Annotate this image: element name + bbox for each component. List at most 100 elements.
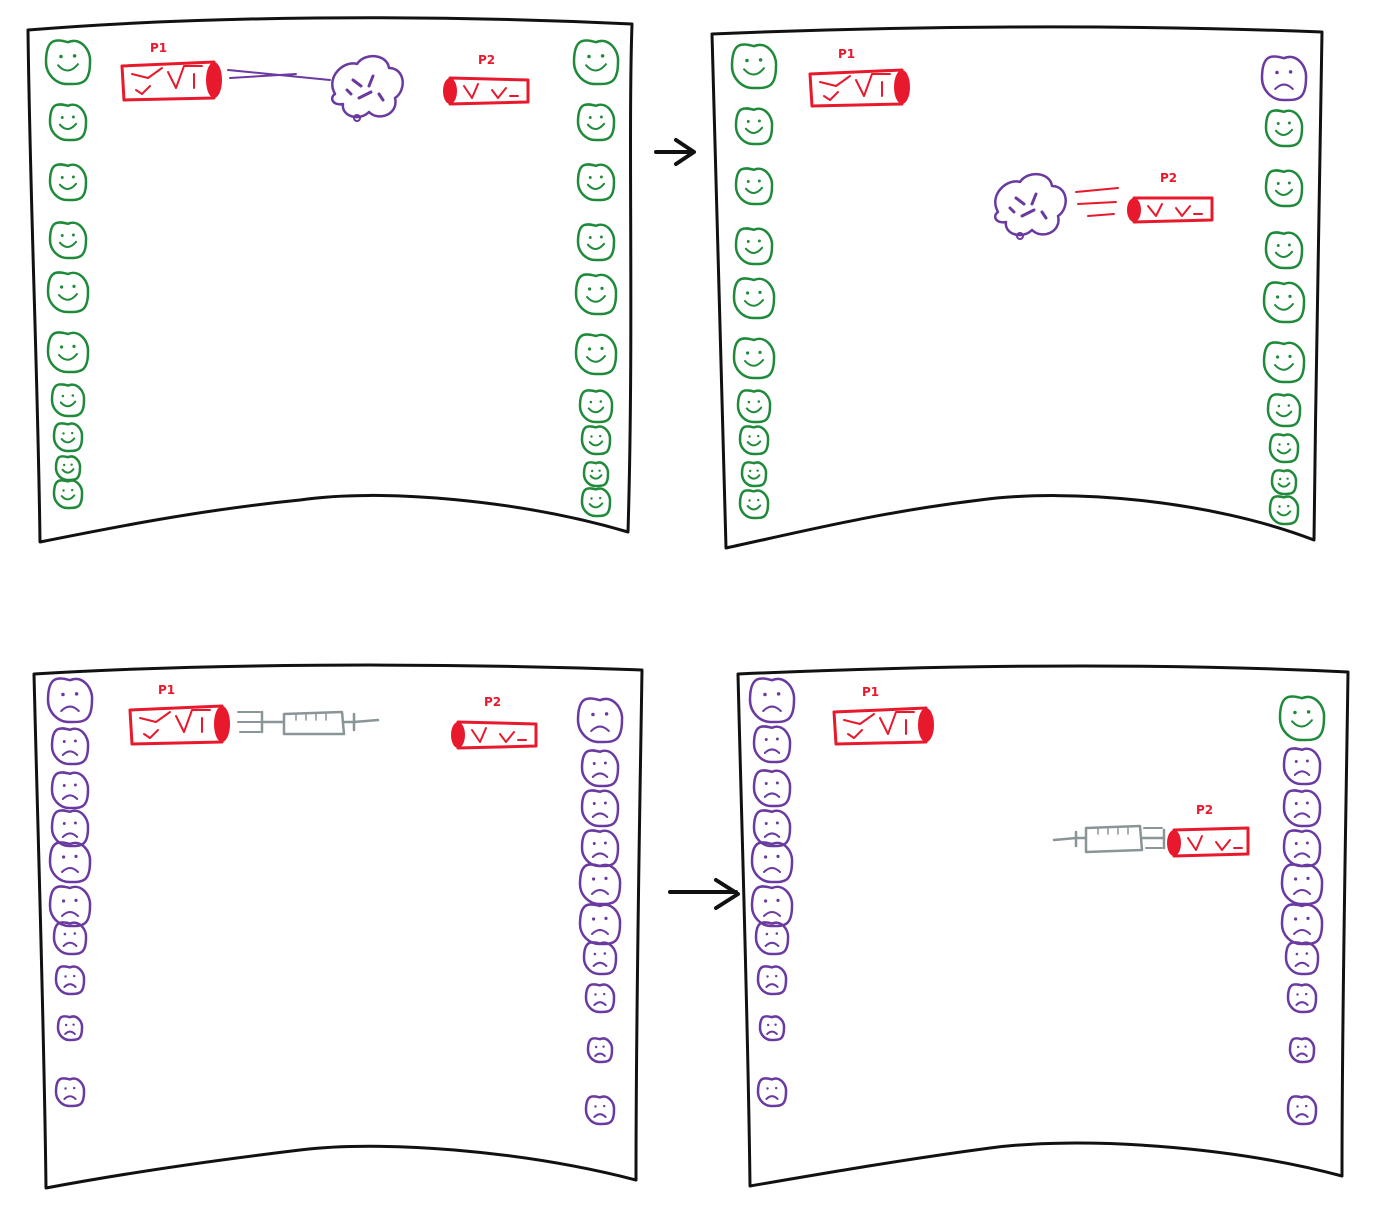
- healthy-face-icon: [576, 223, 616, 262]
- sick-face-icon: [50, 809, 90, 848]
- healthy-face-icon: [52, 479, 84, 510]
- sick-face-icon: [748, 677, 796, 724]
- sick-face-icon: [1282, 747, 1322, 786]
- sick-face-icon: [578, 903, 622, 946]
- right-face-column: [576, 697, 624, 1126]
- healthy-face-icon: [734, 107, 774, 146]
- sick-face-icon: [1280, 863, 1324, 906]
- healthy-face-icon: [734, 227, 774, 266]
- healthy-face-icon: [736, 389, 772, 424]
- virus-cloud-icon: [994, 173, 1067, 240]
- player-p1-cannon: [120, 60, 222, 102]
- p2-label: P2: [484, 695, 501, 709]
- launch-trail: [237, 711, 263, 733]
- sick-face-icon: [46, 677, 94, 724]
- healthy-face-icon: [1262, 281, 1306, 324]
- sick-face-icon: [750, 885, 794, 928]
- sick-face-icon: [756, 1077, 788, 1108]
- sequence-arrow: [654, 138, 696, 166]
- virus-cloud-icon: [331, 55, 404, 122]
- healthy-face-icon: [1262, 341, 1306, 384]
- healthy-face-icon: [578, 389, 614, 424]
- panel-frame: [32, 663, 644, 1190]
- sick-face-icon: [582, 941, 618, 976]
- sick-face-icon: [1286, 983, 1318, 1014]
- healthy-face-icon: [732, 277, 776, 320]
- healthy-face-icon: [48, 103, 88, 142]
- p2-label: P2: [478, 53, 495, 67]
- sick-face-icon: [1286, 1095, 1318, 1126]
- sick-face-icon: [758, 1015, 786, 1042]
- healthy-face-icon: [574, 333, 618, 376]
- sick-face-icon: [752, 725, 792, 764]
- launch-trail: [1075, 187, 1119, 217]
- healthy-face-icon: [580, 425, 612, 456]
- right-face-column: [1278, 695, 1326, 1126]
- healthy-face-icon: [50, 383, 86, 418]
- sick-face-icon: [584, 983, 616, 1014]
- syringe-icon: [1052, 824, 1166, 854]
- sick-face-icon: [584, 1095, 616, 1126]
- p2-label: P2: [1196, 803, 1213, 817]
- left-face-column: [730, 43, 778, 520]
- healthy-face-icon: [46, 271, 90, 314]
- player-p2-cannon: [1127, 196, 1214, 224]
- sequence-arrow: [668, 878, 740, 910]
- healthy-face-icon: [1268, 495, 1300, 526]
- healthy-face-icon: [730, 43, 778, 90]
- sick-face-icon: [50, 727, 90, 766]
- player-p2-cannon: [443, 76, 530, 106]
- healthy-face-icon: [48, 221, 88, 260]
- sick-face-icon: [56, 1015, 84, 1042]
- sick-face-icon: [754, 921, 790, 956]
- sick-face-icon: [580, 749, 620, 788]
- syringe-icon: [260, 710, 380, 736]
- healthy-face-icon: [48, 163, 88, 202]
- player-p2-cannon: [451, 720, 538, 750]
- p1-label: P1: [158, 683, 175, 697]
- healthy-face-icon: [1266, 393, 1302, 428]
- healthy-face-icon: [734, 167, 774, 206]
- healthy-face-icon: [738, 489, 770, 520]
- left-face-column: [46, 677, 94, 1108]
- player-p1-cannon: [808, 68, 910, 108]
- right-face-column: [572, 39, 620, 518]
- left-face-column: [44, 39, 92, 510]
- sick-face-icon: [1260, 55, 1308, 102]
- healthy-face-icon: [574, 273, 618, 316]
- healthy-face-icon: [576, 103, 616, 142]
- sick-face-icon: [1288, 1037, 1316, 1064]
- healthy-face-icon: [1264, 231, 1304, 270]
- panel-virus-hit: P1 P2: [710, 25, 1324, 550]
- sick-face-icon: [586, 1037, 614, 1064]
- healthy-face-icon: [732, 337, 776, 380]
- sick-face-icon: [50, 771, 90, 810]
- healthy-face-icon: [740, 461, 768, 488]
- p1-label: P1: [862, 685, 879, 699]
- panel-virus-fire: P1 P2: [26, 16, 634, 544]
- sick-face-icon: [752, 769, 792, 808]
- panel-vaccine-fire: P1 P2: [32, 663, 644, 1190]
- healthy-face-icon: [1278, 695, 1326, 742]
- player-p1-cannon: [832, 706, 934, 746]
- player-p2-cannon: [1167, 826, 1250, 858]
- sick-face-icon: [48, 885, 92, 928]
- sick-face-icon: [54, 1077, 86, 1108]
- healthy-face-icon: [572, 39, 620, 86]
- healthy-face-icon: [1264, 169, 1304, 208]
- left-face-column: [748, 677, 796, 1108]
- player-p1-cannon: [128, 704, 230, 746]
- launch-trail: [1143, 827, 1165, 849]
- sick-face-icon: [750, 841, 794, 884]
- p2-label: P2: [1160, 171, 1177, 185]
- sick-face-icon: [752, 809, 792, 848]
- sick-face-icon: [580, 829, 620, 868]
- sick-face-icon: [1280, 903, 1324, 946]
- healthy-face-icon: [52, 422, 84, 453]
- sick-face-icon: [52, 921, 88, 956]
- right-face-column: [1260, 55, 1308, 526]
- panel-frame: [710, 25, 1324, 550]
- healthy-face-icon: [582, 461, 610, 488]
- p1-label: P1: [838, 47, 855, 61]
